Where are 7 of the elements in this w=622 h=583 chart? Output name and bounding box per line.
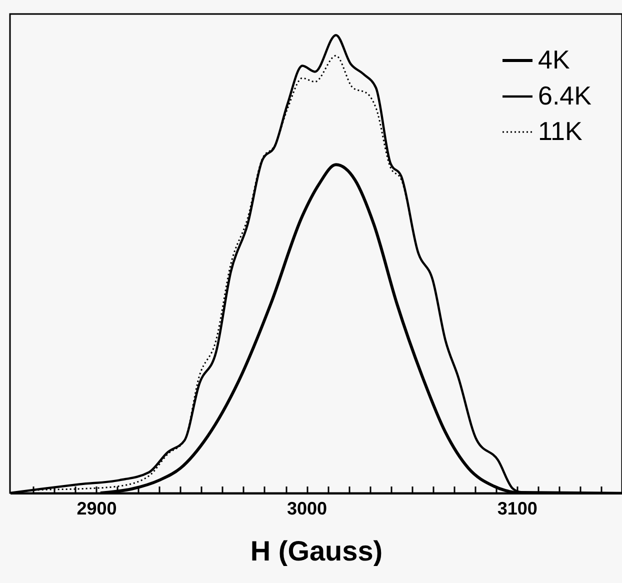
x-axis-title: H (Gauss) xyxy=(250,536,383,566)
legend-label: 11K xyxy=(538,116,583,146)
legend-label: 4K xyxy=(538,44,570,74)
x-tick-label: 3000 xyxy=(287,498,328,518)
legend-label: 6.4K xyxy=(538,80,592,110)
x-tick-label: 2900 xyxy=(76,498,117,518)
x-tick-label: 3100 xyxy=(497,498,538,518)
